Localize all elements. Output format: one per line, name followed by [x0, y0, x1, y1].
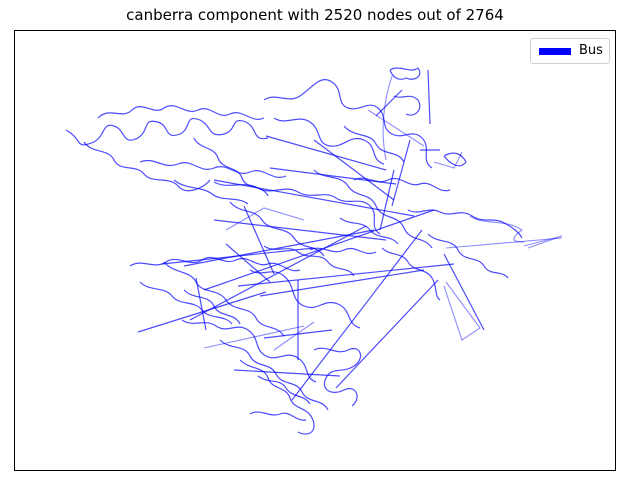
map-title: canberra component with 2520 nodes out o…	[126, 6, 504, 24]
transit-network-map	[65, 67, 563, 435]
plot-frame	[14, 30, 616, 471]
legend-bus-swatch	[539, 48, 571, 55]
legend-bus-label: Bus	[579, 43, 603, 58]
legend: Bus	[530, 38, 610, 64]
bus-network-faint-lines	[203, 75, 563, 351]
bus-network-lines	[65, 67, 523, 435]
